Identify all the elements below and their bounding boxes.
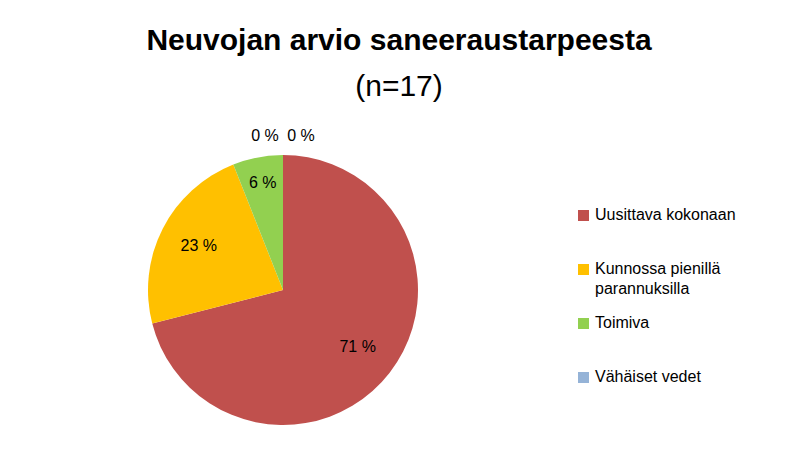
pie-slice <box>233 155 283 290</box>
data-label: 0 % <box>287 127 315 144</box>
data-labels: 71 % 23 % 6 % 0 % 0 % <box>181 127 376 355</box>
legend-label: Uusittava kokonaan <box>595 206 736 223</box>
legend-label: Kunnossa pienilläparannuksilla <box>595 260 721 297</box>
chart: Neuvojan arvio saneeraustarpeesta (n=17) 7… <box>0 0 798 468</box>
background <box>0 0 798 468</box>
legend-swatch <box>578 210 589 221</box>
legend-swatch <box>578 372 589 383</box>
title: Neuvojan arvio saneeraustarpeesta <box>146 23 652 56</box>
slices <box>148 155 418 425</box>
subtitle: (n=17) <box>355 69 443 102</box>
legend: Uusittava kokonaan Kunnossa pienilläparan… <box>578 206 736 385</box>
data-label: 23 % <box>181 237 217 254</box>
pie-slice <box>148 164 283 323</box>
data-label: 0 % <box>251 127 279 144</box>
pie-slice <box>283 155 284 290</box>
legend-swatch <box>578 264 589 275</box>
legend-label: Vähäiset vedet <box>595 368 701 385</box>
data-label: 6 % <box>249 174 277 191</box>
legend-swatch <box>578 318 589 329</box>
legend-label: Toimiva <box>595 314 649 331</box>
data-label: 71 % <box>339 338 375 355</box>
pie-slice <box>283 155 284 290</box>
